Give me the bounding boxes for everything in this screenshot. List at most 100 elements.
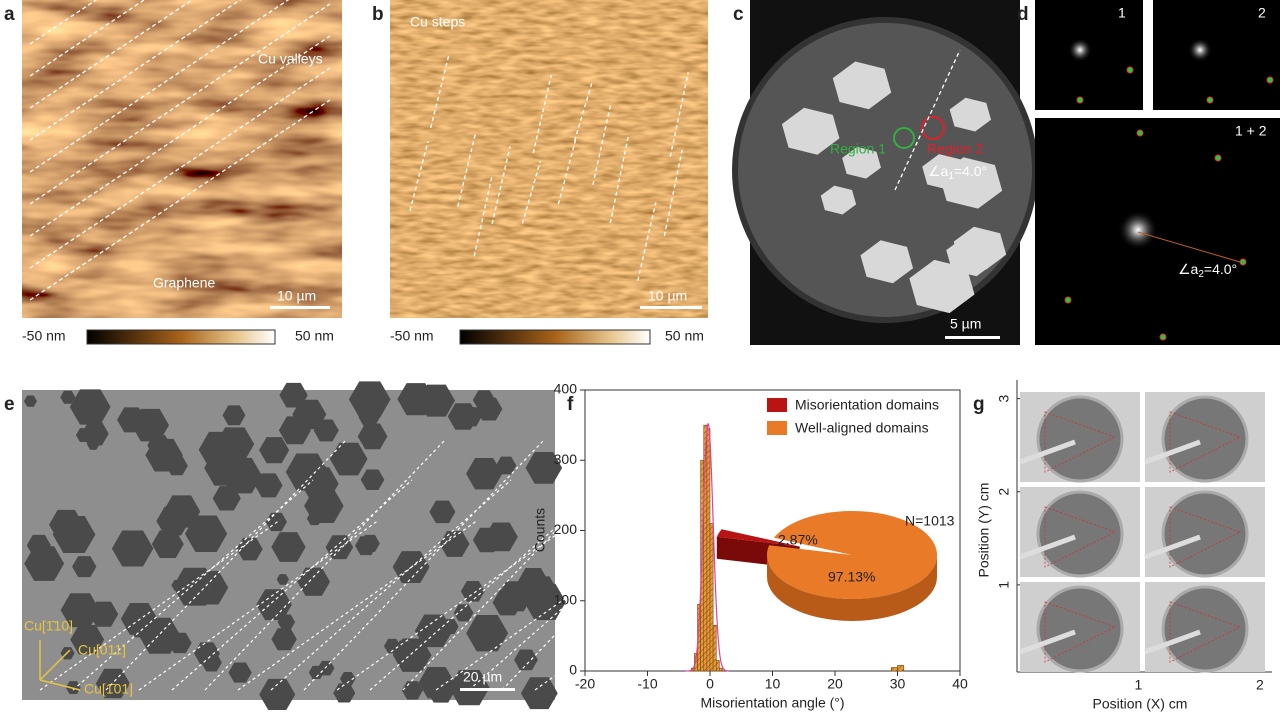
guide-line [532, 75, 552, 154]
direction-arrow [39, 679, 81, 691]
angle: =4.0° [1204, 261, 1237, 277]
graphene-domain [860, 240, 914, 284]
label: Cu[1̄01] [84, 681, 133, 697]
graphene-domain [429, 391, 442, 403]
y-tick-label: 200 [554, 521, 578, 537]
probe [1144, 439, 1201, 465]
graphene-domain [401, 681, 423, 700]
guide-line [435, 519, 677, 691]
spot [1068, 38, 1092, 62]
y-tick-label: 400 [554, 381, 578, 397]
graphene-domain [254, 473, 283, 498]
angle-sub: 1 [948, 171, 954, 182]
graphene-domain [69, 389, 111, 425]
angle-line [1137, 231, 1241, 263]
y-tick-label: 2 [996, 488, 1012, 496]
graphene-domain [459, 407, 482, 427]
marker [1044, 411, 1117, 473]
angle-sub: 2 [1198, 269, 1204, 280]
guide-line [204, 439, 446, 691]
graphene-domain [23, 395, 37, 407]
bar [712, 625, 717, 672]
graphene-domain [184, 515, 228, 553]
graphene-domain [26, 534, 51, 556]
wafer [1036, 395, 1124, 483]
graphene-domain [201, 653, 222, 672]
guide-line [669, 72, 689, 157]
wafer [1161, 490, 1249, 578]
panel-label: c [733, 4, 744, 25]
marker [1044, 506, 1117, 568]
guide-line [609, 136, 629, 224]
label: Cu[011] [78, 642, 126, 658]
graphene-domain [300, 467, 339, 501]
angle: ∠a [1178, 261, 1199, 277]
annotation: N=1013 [905, 513, 955, 529]
diffraction-image [1153, 0, 1280, 110]
guide-line [72, 479, 314, 691]
guide-line [894, 49, 961, 191]
spot [1064, 296, 1072, 304]
angle: ∠a [928, 163, 949, 179]
graphene-domain [946, 236, 996, 277]
guide-line [138, 519, 380, 691]
graphene-domain [72, 556, 97, 578]
x-tick-label: -20 [575, 676, 595, 692]
graphene-domain [360, 469, 385, 490]
spot [1136, 129, 1144, 137]
x-axis-label: Position (X) cm [1093, 696, 1188, 712]
legend-swatch [767, 398, 787, 412]
guide-line [303, 439, 545, 691]
graphene-domain [151, 530, 184, 558]
graphene-domain [259, 678, 296, 711]
graphene-domain [228, 662, 252, 683]
graphene-domain [49, 509, 84, 540]
pie-slice [716, 529, 800, 547]
region-circle [921, 116, 945, 140]
graphene-domain [360, 534, 380, 553]
guide-line [521, 160, 542, 224]
graphene-domain [392, 638, 432, 672]
guide-line [637, 202, 657, 281]
label: 20 µm [463, 669, 502, 685]
graphene-domain [60, 390, 76, 404]
scalebar [945, 336, 1000, 339]
angle-label: ∠a2=4.0° [1178, 261, 1237, 280]
graphene-domain [259, 437, 290, 464]
graphene-domain [781, 107, 840, 155]
graphene-domain [414, 614, 453, 648]
guide-line [105, 439, 347, 691]
scalebar [460, 688, 515, 691]
label: 5 µm [950, 316, 981, 332]
label: Region 1 [830, 141, 886, 157]
graphene-domain [81, 421, 109, 446]
graphene-domain [922, 154, 967, 190]
graphene-domain [525, 452, 563, 484]
probe [1019, 439, 1076, 465]
x-tick-label: -10 [637, 676, 657, 692]
probe [1144, 629, 1201, 655]
y-axis-label: Position (Y) cm [976, 483, 992, 578]
x-axis-label: Misorientation angle (°) [700, 695, 844, 711]
spot [1159, 333, 1167, 341]
legend-entry: Well-aligned domains [795, 420, 929, 436]
graphene-domain [466, 614, 509, 652]
graphene-domain [89, 601, 119, 627]
scalebar [270, 306, 330, 309]
spot [1188, 38, 1212, 62]
graphene-domain [95, 668, 130, 699]
marker [1169, 506, 1242, 568]
graphene-domain [909, 259, 975, 314]
afm-image [390, 0, 708, 318]
graphene-domain [156, 506, 190, 536]
graphene-domain [842, 146, 881, 179]
graphene-domain [329, 442, 368, 476]
guide-line [663, 148, 684, 237]
label: Graphene [153, 275, 215, 291]
colorbar [86, 329, 276, 345]
legend-swatch [767, 421, 787, 435]
probe [1019, 534, 1076, 560]
bar [890, 667, 898, 672]
guide-line [534, 519, 776, 691]
